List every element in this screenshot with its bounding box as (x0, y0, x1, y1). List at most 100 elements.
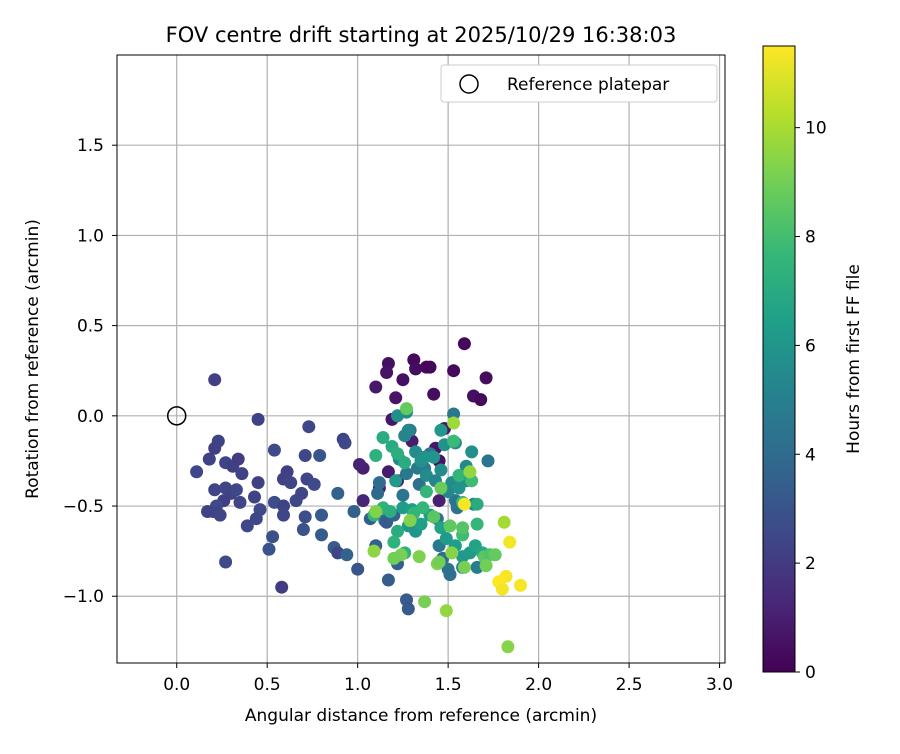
scatter-point (277, 499, 290, 513)
scatter-point (427, 510, 441, 524)
scatter-point (302, 420, 316, 434)
scatter-point (372, 476, 386, 490)
scatter-point (251, 476, 265, 490)
scatter-point (356, 494, 370, 508)
scatter-point (275, 580, 289, 594)
scatter-point (447, 364, 461, 378)
y-tick-label: 0.0 (77, 407, 104, 427)
scatter-point (295, 486, 309, 500)
scatter-point (211, 434, 225, 448)
scatter-point (381, 465, 395, 479)
scatter-point (331, 486, 345, 500)
colorbar-tick-label: 6 (805, 336, 816, 356)
scatter-point (284, 476, 298, 490)
scatter-point (414, 517, 428, 531)
scatter-point (251, 412, 265, 426)
scatter-point (280, 465, 294, 479)
scatter-point (267, 443, 281, 457)
x-tick-label: 1.0 (344, 675, 371, 695)
scatter-point (298, 449, 312, 462)
scatter-point (503, 535, 517, 549)
scatter-point (376, 431, 390, 444)
y-tick-label: 0.5 (77, 317, 104, 337)
scatter-point (219, 555, 233, 569)
scatter-point (457, 337, 471, 351)
scatter-point (495, 582, 509, 596)
scatter-point (369, 505, 383, 518)
y-tick-label: −1.0 (63, 587, 104, 607)
colorbar-tick-label: 0 (805, 663, 816, 683)
scatter-point (439, 532, 453, 545)
colorbar-frame (762, 45, 796, 673)
scatter-point (434, 481, 448, 495)
scatter-point (456, 521, 470, 535)
scatter-point (443, 568, 457, 582)
scatter-point (313, 449, 327, 462)
scatter-point (479, 559, 493, 573)
scatter-point (400, 402, 413, 416)
scatter-point (409, 362, 423, 376)
scatter-point (213, 508, 227, 522)
scatter-point (470, 517, 484, 531)
scatter-point (447, 434, 461, 448)
x-tick-label: 3.0 (706, 675, 733, 695)
x-tick-label: 2.5 (616, 675, 643, 695)
scatter-point (481, 454, 495, 468)
scatter-point (381, 573, 395, 587)
x-axis-ticks: 0.0 0.5 1.0 1.5 2.0 2.5 3.0 (163, 663, 733, 695)
colorbar-tick-label: 4 (805, 445, 816, 465)
scatter-point (353, 458, 366, 471)
scatter-point (412, 550, 426, 564)
scatter-point (501, 640, 515, 654)
scatter-point (447, 407, 461, 421)
scatter-point (340, 548, 354, 562)
scatter-point (401, 423, 415, 437)
scatter-point (387, 551, 401, 565)
scatter-point (497, 515, 511, 529)
legend: Reference platepar (440, 64, 718, 103)
scatter-point (389, 474, 403, 488)
scatter-point (445, 546, 459, 560)
scatter-point (514, 578, 527, 592)
scatter-point (202, 452, 216, 466)
scatter-point (419, 485, 433, 499)
scatter-point (463, 465, 477, 479)
scatter-point (432, 555, 446, 569)
scatter-point (369, 449, 383, 462)
scatter-point (190, 465, 204, 479)
scatter-point (298, 510, 312, 524)
scatter-point (474, 393, 488, 407)
x-axis-label: Angular distance from reference (arcmin) (245, 706, 597, 726)
scatter-point (427, 387, 441, 401)
scatter-point (418, 595, 432, 609)
scatter-point (400, 467, 413, 481)
plot-background (117, 55, 725, 663)
scatter-point (240, 519, 254, 533)
scatter-point (371, 486, 385, 500)
scatter-point (416, 501, 430, 515)
scatter-point (315, 508, 328, 522)
chart-title: FOV centre drift starting at 2025/10/29 … (166, 23, 677, 47)
y-tick-label: 1.0 (77, 226, 104, 246)
legend-box (440, 64, 718, 103)
colorbar: 0 2 4 6 8 10 Hours from first FF file (762, 45, 864, 683)
scatter-point (434, 463, 448, 477)
scatter-point (479, 371, 493, 385)
x-tick-label: 0.0 (163, 675, 190, 695)
plot-frame (116, 54, 726, 664)
scatter-point (307, 477, 321, 491)
scatter-point (387, 535, 401, 549)
scatter-point (403, 514, 417, 527)
scatter-point (401, 602, 415, 616)
scatter-point (383, 505, 397, 518)
scatter-point (296, 523, 310, 536)
x-tick-label: 2.0 (525, 675, 552, 695)
scatter-point (266, 530, 280, 544)
y-axis-label: Rotation from reference (arcmin) (23, 219, 43, 499)
scatter-point (423, 360, 437, 374)
plot-area (116, 54, 726, 664)
scatter-point (427, 450, 441, 464)
x-tick-label: 0.5 (254, 675, 281, 695)
